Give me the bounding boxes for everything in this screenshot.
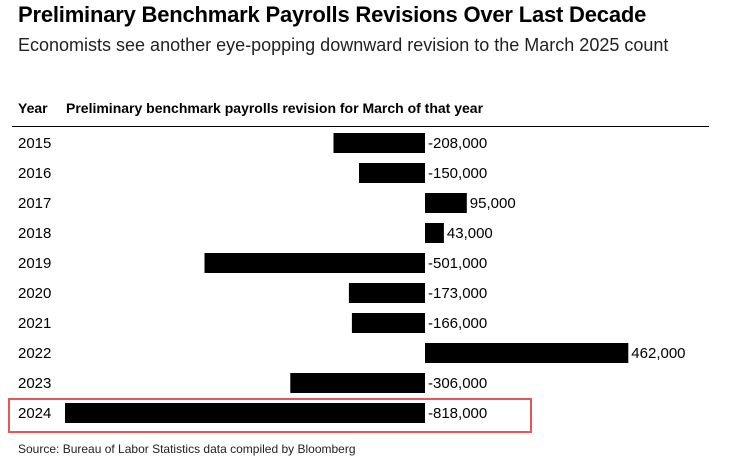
year-label: 2024 (18, 405, 51, 422)
highlight-box-2024 (8, 398, 532, 433)
bar-2022 (425, 343, 629, 363)
value-label: 43,000 (447, 225, 493, 242)
bar-2018 (425, 223, 444, 243)
bar-2021 (351, 313, 425, 333)
source-note: Source: Bureau of Labor Statistics data … (18, 442, 356, 456)
year-label: 2018 (18, 225, 51, 242)
value-label: -173,000 (428, 285, 487, 302)
year-label: 2016 (18, 165, 51, 182)
value-label: -166,000 (428, 315, 487, 332)
bar-2017 (425, 193, 467, 213)
bar-2019 (204, 253, 425, 273)
value-label: -501,000 (428, 255, 487, 272)
year-label: 2022 (18, 345, 51, 362)
chart-subtitle: Economists see another eye-popping downw… (18, 35, 669, 55)
year-column-header: Year (18, 100, 48, 116)
value-label: 95,000 (470, 195, 516, 212)
revision-column-header: Preliminary benchmark payrolls revision … (66, 100, 484, 116)
bar-2023 (290, 373, 425, 393)
bar-2024 (65, 403, 425, 423)
chart-title: Preliminary Benchmark Payrolls Revisions… (18, 2, 647, 27)
value-label: 462,000 (631, 345, 685, 362)
bar-2016 (359, 163, 425, 183)
year-label: 2019 (18, 255, 51, 272)
year-label: 2021 (18, 315, 51, 332)
bar-2020 (348, 283, 425, 303)
value-label: -818,000 (428, 405, 487, 422)
bar-2015 (333, 133, 425, 153)
header-rule (12, 126, 709, 127)
value-label: -306,000 (428, 375, 487, 392)
value-label: -150,000 (428, 165, 487, 182)
year-label: 2023 (18, 375, 51, 392)
year-label: 2017 (18, 195, 51, 212)
value-label: -208,000 (428, 135, 487, 152)
year-label: 2015 (18, 135, 51, 152)
year-label: 2020 (18, 285, 51, 302)
